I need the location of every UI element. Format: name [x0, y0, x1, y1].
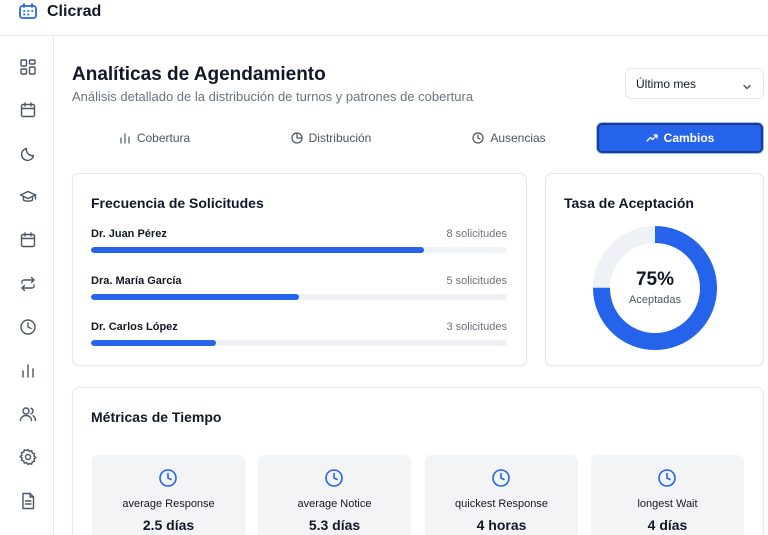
repeat-icon[interactable] — [19, 275, 37, 293]
tab-cobertura[interactable]: Cobertura — [72, 123, 237, 153]
acceptance-caption: Aceptadas — [629, 294, 681, 306]
users-icon[interactable] — [19, 405, 37, 423]
clock-icon — [472, 132, 484, 144]
bar-chart-icon — [120, 133, 130, 144]
progress-track — [91, 247, 507, 253]
page-subtitle: Análisis detallado de la distribución de… — [72, 89, 474, 104]
tab-ausencias[interactable]: Ausencias — [424, 123, 594, 153]
progress-fill — [91, 294, 299, 300]
main-content: Analíticas de Agendamiento Análisis deta… — [55, 37, 768, 535]
tab-label: Cobertura — [136, 131, 191, 145]
trending-up-icon — [646, 134, 658, 142]
calendar-icon[interactable] — [19, 101, 37, 119]
tab-label: Ausencias — [490, 131, 546, 145]
metric-value: 4 días — [647, 517, 688, 533]
app-logo-icon — [18, 3, 38, 21]
page-title: Analíticas de Agendamiento — [72, 64, 326, 85]
clock-icon — [325, 469, 343, 487]
bar-chart-icon[interactable] — [19, 362, 37, 380]
metric-value: 2.5 días — [142, 517, 195, 533]
chevron-down-icon — [742, 79, 752, 90]
top-bar: Clicrad — [0, 0, 768, 36]
app-name: Clicrad — [47, 3, 102, 20]
list-item: Dr. Carlos López 3 solicitudes — [91, 321, 507, 351]
clock-icon — [492, 469, 510, 487]
request-frequency-card: Frecuencia de Solicitudes Dr. Juan Pérez… — [72, 173, 527, 366]
dashboard-grid-icon[interactable] — [19, 58, 37, 76]
card-title: Frecuencia de Solicitudes — [91, 195, 264, 211]
card-title: Tasa de Aceptación — [564, 195, 694, 211]
request-count: 5 solicitudes — [446, 275, 507, 287]
progress-fill — [91, 340, 216, 346]
acceptance-donut — [593, 226, 717, 350]
moon-icon[interactable] — [19, 145, 37, 163]
acceptance-value: 75% — [635, 269, 675, 290]
clock-icon — [658, 469, 676, 487]
time-metrics-card: Métricas de Tiempo average Response 2.5 … — [72, 387, 764, 535]
graduation-cap-icon[interactable] — [19, 188, 37, 206]
metric-label: longest Wait — [637, 498, 698, 510]
request-count: 8 solicitudes — [446, 228, 507, 240]
clock-icon — [159, 469, 177, 487]
tab-cambios[interactable]: Cambios — [597, 123, 763, 153]
metric-label: average Response — [122, 498, 215, 510]
progress-track — [91, 294, 507, 300]
donut-arc — [593, 226, 717, 350]
period-select[interactable]: Último mes — [625, 68, 764, 99]
tab-distribucion[interactable]: Distribución — [246, 123, 416, 153]
acceptance-rate-card: Tasa de Aceptación 75% Aceptadas — [545, 173, 764, 366]
progress-fill — [91, 247, 424, 253]
metric-label: average Notice — [297, 498, 372, 510]
metric-tile: average Notice 5.3 días — [258, 455, 411, 535]
doctor-name: Dr. Carlos López — [91, 321, 178, 333]
metric-label: quickest Response — [455, 498, 548, 510]
metric-tile: average Response 2.5 días — [92, 455, 245, 535]
calendar-icon[interactable] — [19, 231, 37, 249]
progress-track — [91, 340, 507, 346]
document-icon[interactable] — [19, 492, 37, 510]
settings-icon[interactable] — [19, 448, 37, 466]
list-item: Dra. María García 5 solicitudes — [91, 275, 507, 305]
tab-label: Cambios — [663, 131, 715, 145]
pie-chart-icon — [291, 132, 303, 144]
metric-tile: quickest Response 4 horas — [425, 455, 578, 535]
sidebar — [0, 37, 54, 535]
metric-value: 4 horas — [476, 517, 527, 533]
tab-bar: Cobertura Distribución Ausencias Cambios — [72, 123, 764, 153]
doctor-name: Dra. María García — [91, 275, 182, 287]
tab-label: Distribución — [308, 131, 372, 145]
period-select-value: Último mes — [636, 77, 697, 91]
doctor-name: Dr. Juan Pérez — [91, 228, 167, 240]
request-count: 3 solicitudes — [446, 321, 507, 333]
card-title: Métricas de Tiempo — [91, 409, 222, 425]
metric-value: 5.3 días — [308, 517, 361, 533]
metric-tile: longest Wait 4 días — [591, 455, 744, 535]
clock-icon[interactable] — [19, 318, 37, 336]
list-item: Dr. Juan Pérez 8 solicitudes — [91, 228, 507, 258]
